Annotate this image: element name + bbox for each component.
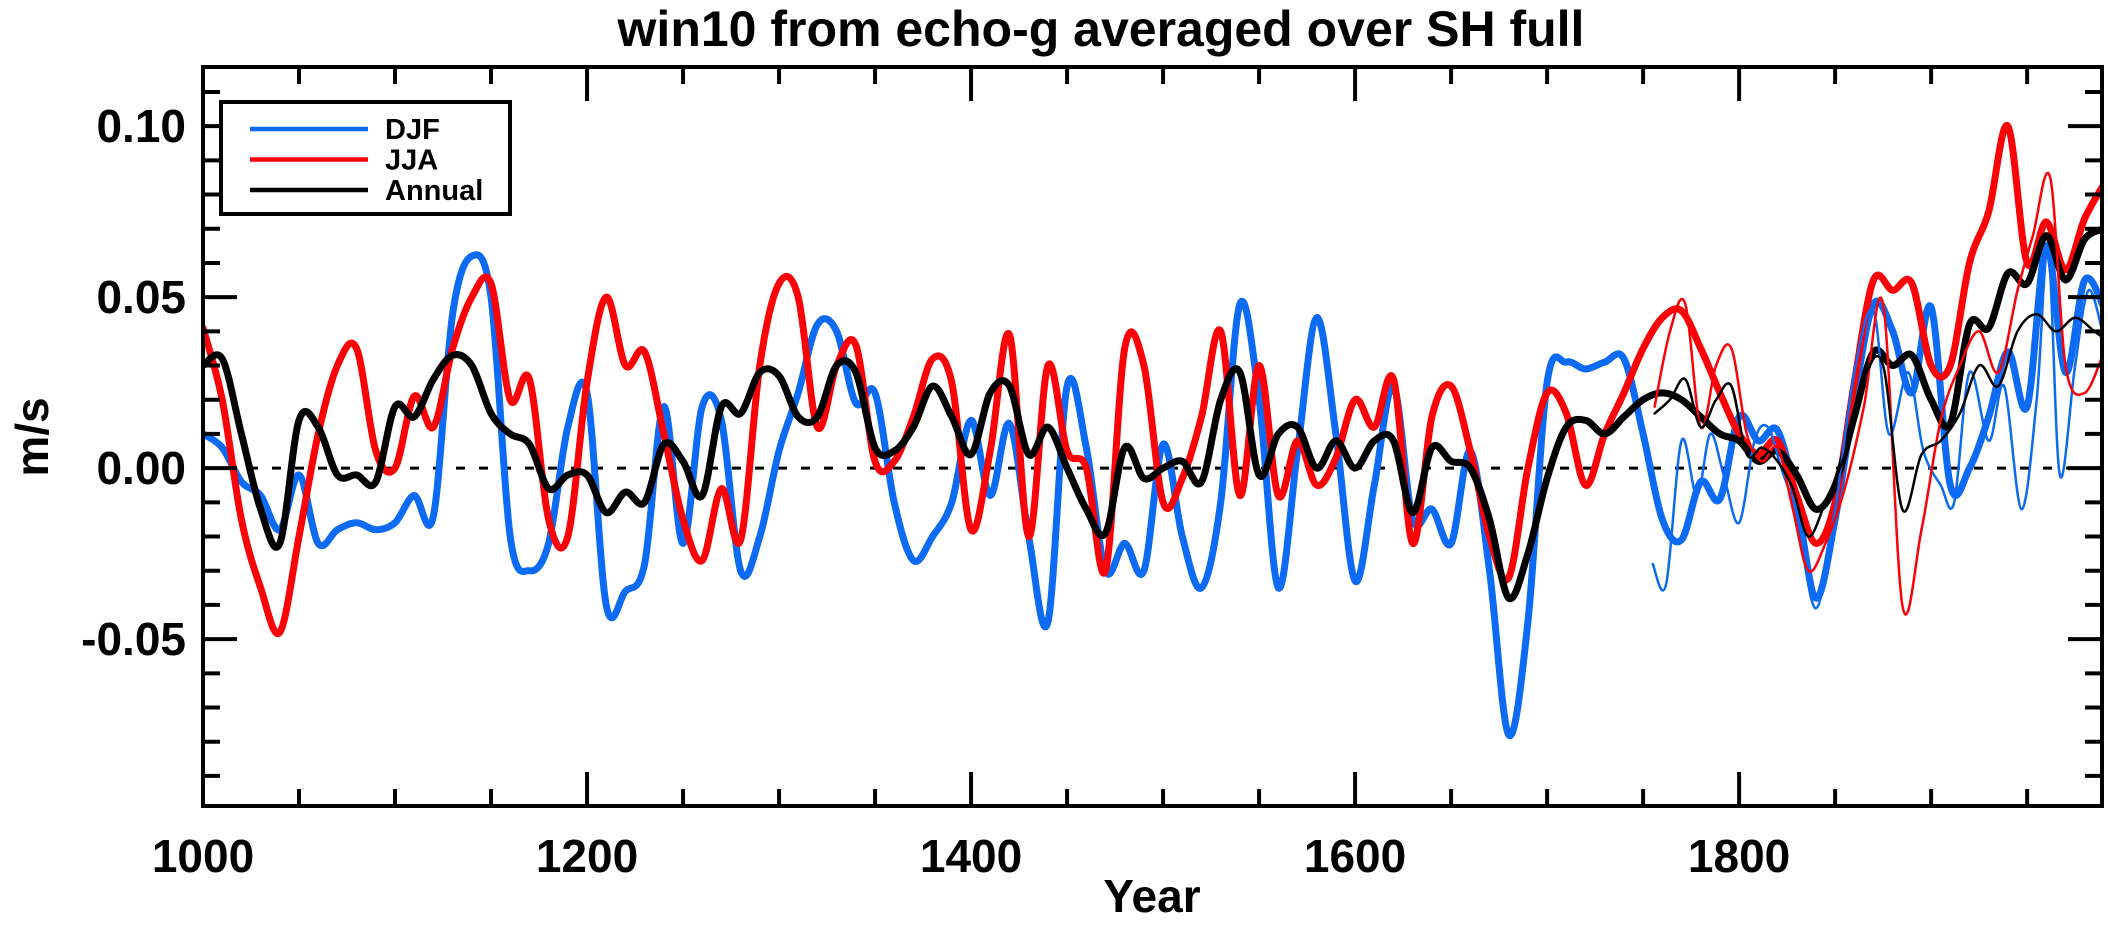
y-tick-label: -0.05 — [81, 613, 186, 665]
x-tick-label: 1600 — [1304, 830, 1406, 882]
series-Annual-thin-line — [1653, 312, 2102, 538]
x-tick-label: 1000 — [152, 830, 254, 882]
chart-title: win10 from echo-g averaged over SH full — [617, 1, 1585, 57]
legend-label-DJF: DJF — [385, 114, 440, 146]
tick-labels: 1000 1200 1400 1600 1800 0.10 0.05 0.00 -0.05 — [81, 100, 1790, 882]
y-axis-label: m/s — [6, 397, 58, 476]
series-Annual-line — [203, 225, 2102, 603]
series-JJA-thin-line — [1653, 171, 2102, 616]
y-tick-label: 0.05 — [96, 271, 186, 323]
x-tick-label: 1800 — [1688, 830, 1790, 882]
legend-label-Annual: Annual — [385, 175, 483, 207]
series-curves — [203, 122, 2102, 740]
legend-label-JJA: JJA — [385, 145, 438, 177]
y-tick-label: 0.10 — [96, 100, 186, 152]
y-tick-label: 0.00 — [96, 442, 186, 494]
series-DJF-line — [203, 242, 2102, 740]
x-tick-label: 1400 — [920, 830, 1022, 882]
x-axis-label: Year — [1103, 870, 1200, 922]
axes-ticks — [201, 67, 2102, 806]
x-tick-label: 1200 — [536, 830, 638, 882]
series-DJF-thin-line — [1651, 247, 2102, 610]
plot-box — [201, 65, 2104, 808]
